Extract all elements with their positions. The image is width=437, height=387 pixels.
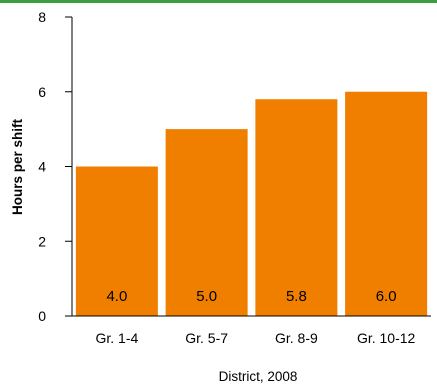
bar-value-label: 6.0 xyxy=(376,288,397,305)
y-tick-label: 0 xyxy=(38,308,46,324)
bar xyxy=(255,99,338,316)
bar-value-label: 5.8 xyxy=(286,288,307,305)
y-axis-title: Hours per shift xyxy=(10,118,25,215)
y-tick-label: 2 xyxy=(38,233,46,249)
bar xyxy=(75,166,158,316)
x-tick-label: Gr. 10-12 xyxy=(357,330,416,346)
x-ticks-group: Gr. 1-4 Gr. 5-7 Gr. 8-9 Gr. 10-12 xyxy=(95,330,415,346)
top-accent-bar xyxy=(0,0,437,3)
x-tick-label: Gr. 5-7 xyxy=(185,330,228,346)
x-tick-label: Gr. 1-4 xyxy=(95,330,138,346)
bar xyxy=(345,91,428,316)
y-ticks-group: 0 2 4 6 8 xyxy=(38,9,72,324)
bar-value-label: 5.0 xyxy=(196,288,217,305)
bar xyxy=(165,129,248,316)
value-labels-group: 4.0 5.0 5.8 6.0 xyxy=(106,288,396,305)
y-tick-label: 4 xyxy=(38,159,46,175)
x-axis-title: District, 2008 xyxy=(219,369,298,384)
bar-value-label: 4.0 xyxy=(106,288,127,305)
x-tick-label: Gr. 8-9 xyxy=(275,330,318,346)
bars-group xyxy=(75,91,428,316)
y-tick-label: 6 xyxy=(38,84,46,100)
y-tick-label: 8 xyxy=(38,9,46,25)
